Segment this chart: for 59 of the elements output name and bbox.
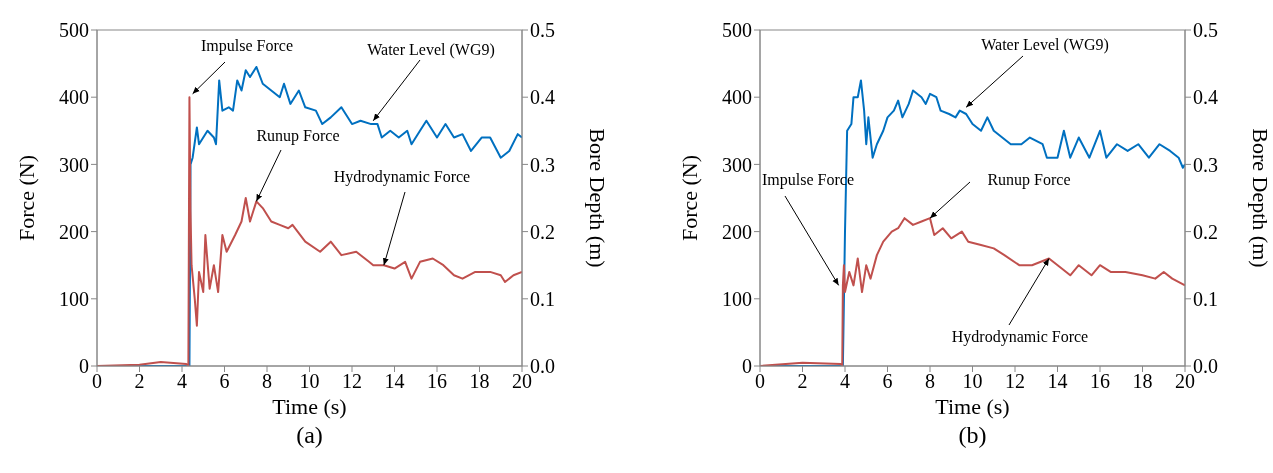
y-tick-label: 0: [742, 355, 752, 378]
x-tick-label: 10: [299, 370, 320, 393]
x-tick-label: 2: [134, 370, 145, 393]
x-tick-label: 18: [469, 370, 490, 393]
x-tick-label: 8: [262, 370, 272, 393]
x-tick-label: 20: [1175, 370, 1195, 393]
y-tick-label: 400: [722, 86, 752, 109]
y-tick-label: 200: [722, 220, 752, 243]
y2-tick-label: 0.0: [530, 355, 555, 378]
y2-tick-label: 0.4: [1193, 86, 1218, 109]
annotation: Water Level (WG9): [367, 40, 495, 59]
y-tick-label: 100: [59, 287, 89, 310]
x-tick-label: 8: [925, 370, 935, 393]
x-tick-label: 14: [384, 370, 405, 393]
annotation: Water Level (WG9): [981, 35, 1109, 54]
y2-tick-label: 0.0: [1193, 355, 1218, 378]
text: (a): [295, 422, 324, 449]
x-tick-label: 6: [882, 370, 893, 393]
x-tick-label: 12: [342, 370, 362, 393]
x-tick-label: 18: [1132, 370, 1153, 393]
y2-tick-label: 0.5: [530, 19, 555, 42]
y2-axis-title: Bore Depth (m): [585, 128, 611, 268]
y2-tick-label: 0.3: [530, 153, 555, 176]
y-tick-label: 500: [59, 19, 89, 42]
y-axis-title: Force (N): [13, 154, 39, 242]
x-tick-label: 14: [1047, 370, 1068, 393]
y2-tick-label: 0.1: [1193, 287, 1218, 310]
y-tick-label: 500: [722, 19, 752, 42]
x-tick-label: 20: [512, 370, 532, 393]
annotation: Runup Force: [256, 126, 340, 145]
y-axis-title: Force (N): [676, 154, 702, 242]
y2-tick-label: 0.1: [530, 287, 555, 310]
y2-axis-title: Bore Depth (m): [1248, 128, 1273, 268]
x-tick-label: 4: [840, 370, 850, 393]
text: (b): [957, 422, 988, 449]
x-tick-label: 16: [427, 370, 447, 393]
y-tick-label: 300: [722, 153, 752, 176]
y2-tick-label: 0.3: [1193, 153, 1218, 176]
y-tick-label: 200: [59, 220, 89, 243]
annotation: Runup Force: [987, 170, 1071, 189]
x-axis-title: Time (s): [935, 394, 1010, 419]
annotation: Hydrodynamic Force: [951, 327, 1089, 346]
y-tick-label: 100: [722, 287, 752, 310]
y2-tick-label: 0.4: [530, 86, 555, 109]
annotation: Impulse Force: [201, 36, 293, 55]
y-tick-label: 400: [59, 86, 89, 109]
x-tick-label: 6: [219, 370, 230, 393]
x-tick-label: 2: [797, 370, 808, 393]
annotation: Hydrodynamic Force: [333, 167, 471, 186]
y-tick-label: 300: [59, 153, 89, 176]
x-tick-label: 4: [177, 370, 187, 393]
x-tick-label: 10: [962, 370, 983, 393]
x-axis-title: Time (s): [272, 394, 347, 419]
y2-tick-label: 0.5: [1193, 19, 1218, 42]
y2-tick-label: 0.2: [530, 220, 555, 243]
y-tick-label: 0: [79, 355, 89, 378]
x-tick-label: 16: [1090, 370, 1110, 393]
y2-tick-label: 0.2: [1193, 220, 1218, 243]
x-tick-label: 12: [1005, 370, 1025, 393]
